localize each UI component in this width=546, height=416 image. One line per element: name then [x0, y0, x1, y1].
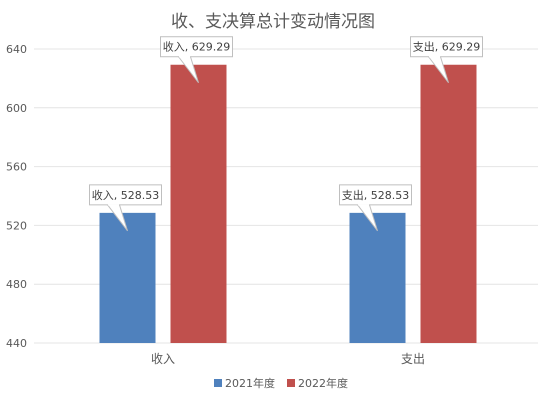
- bar: [349, 212, 406, 343]
- y-tick-label: 640: [6, 43, 27, 56]
- bar: [170, 64, 227, 343]
- y-tick-label: 520: [6, 219, 27, 232]
- y-tick-label: 480: [6, 278, 27, 291]
- x-axis-ticks: 收入 支出: [151, 352, 425, 366]
- label-box: [89, 184, 162, 206]
- y-tick-label: 600: [6, 102, 27, 115]
- data-label-text: 支出, 528.53: [342, 188, 409, 202]
- legend-item: 2022年度: [287, 376, 348, 390]
- y-tick-label: 560: [6, 161, 27, 174]
- data-label: 支出, 629.29: [410, 36, 483, 84]
- legend-swatch: [214, 379, 222, 387]
- data-label-text: 收入, 528.53: [92, 188, 159, 202]
- data-labels: 收入, 528.53 支出, 528.53 收入, 629.29 支出, 629.29: [89, 36, 483, 232]
- x-tick-label: 支出: [401, 352, 425, 366]
- chart-title: 收、支决算总计变动情况图: [171, 12, 375, 32]
- legend-label: 2022年度: [298, 376, 348, 390]
- legend-label: 2021年度: [225, 376, 275, 390]
- data-label-text: 支出, 629.29: [413, 40, 480, 54]
- bar: [99, 212, 156, 343]
- x-tick-label: 收入: [151, 352, 175, 366]
- bars: [99, 64, 477, 343]
- label-box: [160, 36, 233, 58]
- y-axis-ticks: 440 480 520 560 600 640: [6, 43, 27, 350]
- data-label-text: 收入, 629.29: [163, 40, 230, 54]
- data-label: 收入, 528.53: [89, 184, 162, 232]
- legend-swatch: [287, 379, 295, 387]
- data-label: 收入, 629.29: [160, 36, 233, 84]
- legend: 2021年度 2022年度: [214, 376, 348, 390]
- y-tick-label: 440: [6, 337, 27, 350]
- legend-item: 2021年度: [214, 376, 275, 390]
- label-box: [410, 36, 483, 58]
- bar: [420, 64, 477, 343]
- data-label: 支出, 528.53: [339, 184, 412, 232]
- label-box: [339, 184, 412, 206]
